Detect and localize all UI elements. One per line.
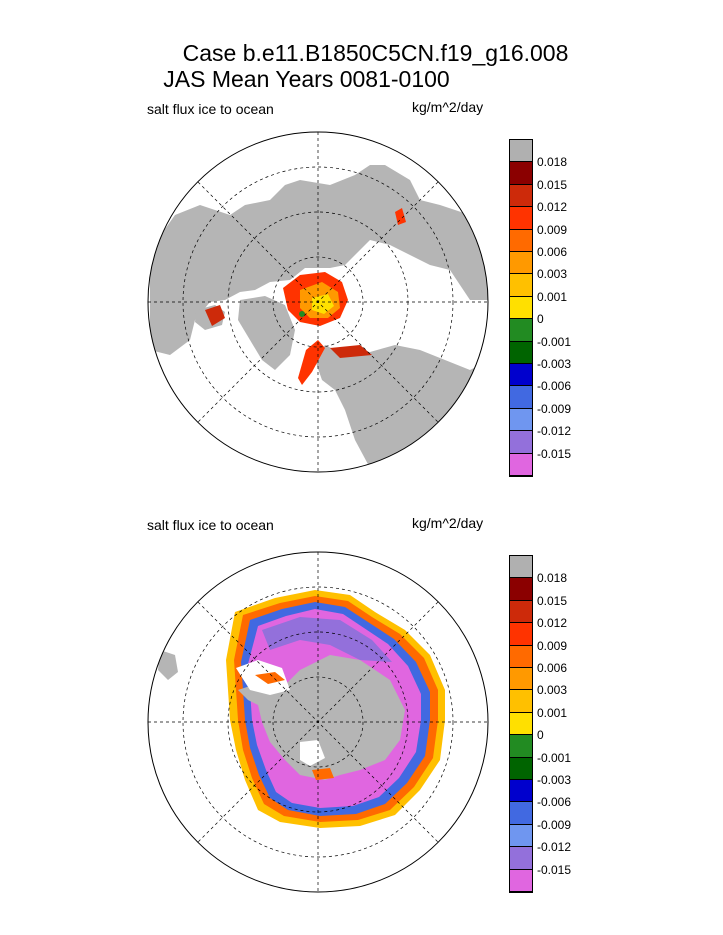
colorbar-swatch xyxy=(510,319,532,342)
colorbar-swatch xyxy=(510,757,532,780)
panel2-units: kg/m^2/day xyxy=(412,515,484,531)
panel2-title: salt flux ice to ocean xyxy=(147,517,274,533)
figure-title-line1: Case b.e11.B1850C5CN.f19_g16.008 xyxy=(182,40,569,66)
eurasia-land xyxy=(150,165,488,355)
weddell-flux xyxy=(255,672,285,684)
colorbar-swatch xyxy=(510,252,532,275)
ice-purple-patch xyxy=(262,617,392,662)
colorbar-swatch xyxy=(510,408,532,432)
colorbar-tick-label: -0.009 xyxy=(537,401,572,416)
colorbar-tick-label: 0.003 xyxy=(537,683,568,698)
colorbar-tick-label: -0.015 xyxy=(537,446,572,461)
colorbar-swatch xyxy=(510,341,532,364)
colorbar-tick-label: 0.001 xyxy=(537,289,568,304)
colorbar-tick-label: -0.012 xyxy=(537,424,572,439)
colorbar-tick-label: 0.018 xyxy=(537,571,568,586)
colorbar-swatch xyxy=(510,556,532,579)
colorbar-tick-label: -0.015 xyxy=(537,862,572,877)
colorbar-tick-label: 0 xyxy=(537,312,544,327)
south-polar-map xyxy=(148,552,488,892)
colorbar-swatch xyxy=(510,824,532,848)
ross-white xyxy=(300,740,325,766)
colorbar-swatch xyxy=(510,600,532,624)
greenland-coast-flux xyxy=(298,340,325,385)
colorbar-swatch xyxy=(510,735,532,758)
panel1-title: salt flux ice to ocean xyxy=(147,101,274,117)
okhotsk-flux xyxy=(395,208,406,225)
colorbar-tick-label: 0.015 xyxy=(537,177,568,192)
colorbar-tick-label: -0.009 xyxy=(537,817,572,832)
colorbar-tick-label: 0 xyxy=(537,728,544,743)
colorbar-swatch xyxy=(510,690,532,713)
colorbar-swatch xyxy=(510,140,532,163)
colorbar-swatch xyxy=(510,668,532,691)
south-america-land xyxy=(158,650,178,680)
colorbar-tick-label: 0.009 xyxy=(537,222,568,237)
colorbar-tick-label: -0.006 xyxy=(537,795,572,810)
colorbar-tick-label: -0.003 xyxy=(537,357,572,371)
colorbar-swatch xyxy=(510,431,532,454)
colorbar-swatch xyxy=(510,802,532,825)
colorbar-tick-label: 0.015 xyxy=(537,593,568,608)
colorbar-tick-label: -0.003 xyxy=(537,773,572,787)
colorbar-swatch xyxy=(510,364,532,387)
colorbar-swatch xyxy=(510,453,532,476)
hudson-flux xyxy=(205,305,225,326)
colorbar-swatch xyxy=(510,162,532,185)
colorbar-tick-label: 0.009 xyxy=(537,638,568,653)
ross-flux xyxy=(312,768,334,780)
colorbar-swatch xyxy=(510,869,532,892)
colorbar-swatch xyxy=(510,578,532,601)
colorbar-swatch xyxy=(510,712,532,736)
colorbar-swatch xyxy=(510,780,532,803)
colorbar-tick-label: 0.006 xyxy=(537,661,568,675)
colorbar-tick-label: 0.006 xyxy=(537,245,568,259)
panel1-units: kg/m^2/day xyxy=(412,99,484,115)
colorbar-swatch xyxy=(510,274,532,297)
colorbar-south xyxy=(509,555,533,893)
barents-flux xyxy=(330,345,372,358)
colorbar-tick-label: -0.012 xyxy=(537,840,572,855)
colorbar-swatch xyxy=(510,623,532,646)
colorbar-tick-label: 0.001 xyxy=(537,705,568,720)
colorbar-north xyxy=(509,139,533,477)
colorbar-tick-label: -0.001 xyxy=(537,750,572,765)
arctic-flux-inner xyxy=(312,294,334,314)
north-polar-map xyxy=(148,132,488,472)
antarctica-land xyxy=(238,655,405,780)
colorbar-swatch xyxy=(510,847,532,870)
figure-title-line2: JAS Mean Years 0081-0100 xyxy=(163,66,450,92)
colorbar-swatch xyxy=(510,229,532,252)
colorbar-tick-label: 0.003 xyxy=(537,267,568,282)
colorbar-tick-label: 0.012 xyxy=(537,616,568,631)
colorbar-tick-label: -0.006 xyxy=(537,379,572,394)
colorbar-swatch xyxy=(510,645,532,668)
colorbar-tick-label: 0.018 xyxy=(537,155,568,170)
colorbar-swatch xyxy=(510,386,532,409)
colorbar-swatch xyxy=(510,184,532,208)
colorbar-swatch xyxy=(510,207,532,230)
colorbar-swatch xyxy=(510,296,532,320)
colorbar-tick-label: 0.012 xyxy=(537,200,568,215)
colorbar-tick-label: -0.001 xyxy=(537,334,572,349)
greenland-land xyxy=(238,296,295,370)
